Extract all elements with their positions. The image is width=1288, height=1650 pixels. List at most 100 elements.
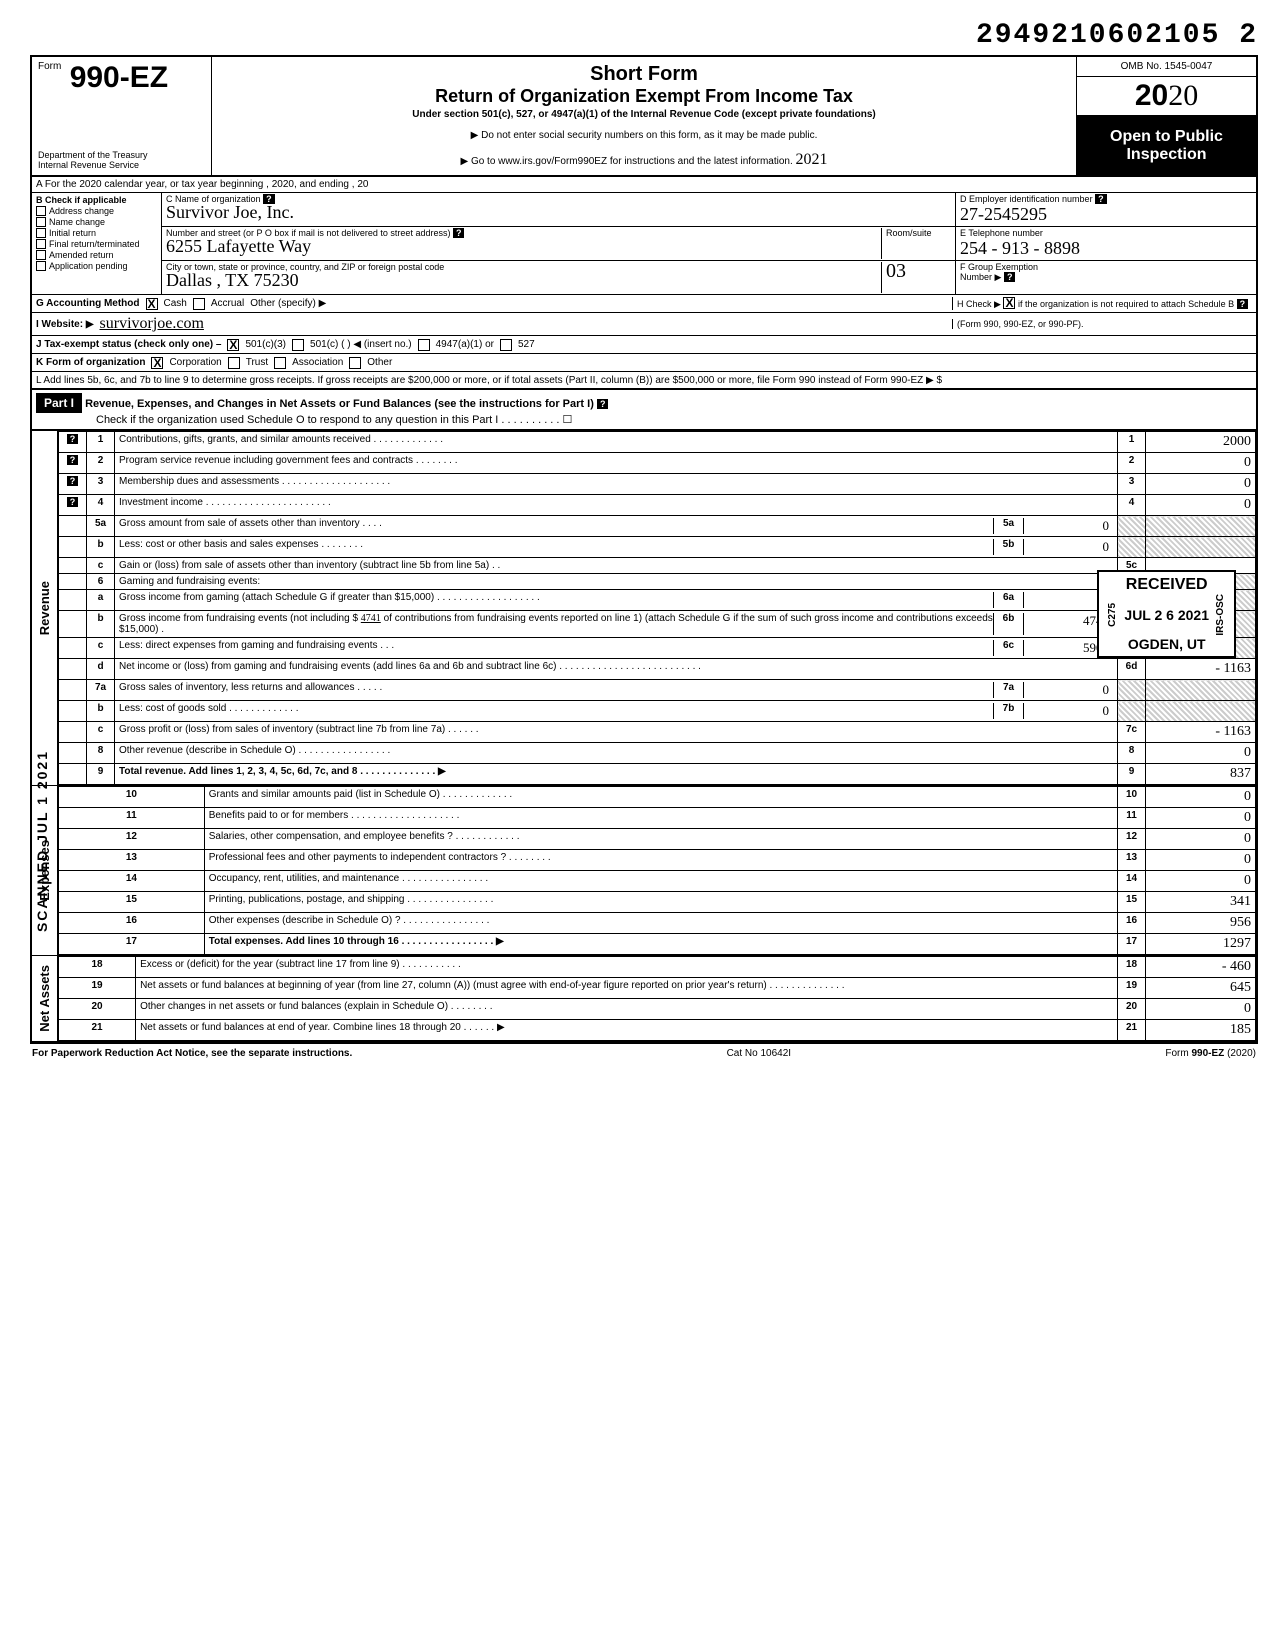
chk-h[interactable]: X (1003, 297, 1015, 309)
form-990ez: Form 990-EZ Department of the Treasury I… (30, 55, 1258, 1043)
stamp-received: RECEIVED (1107, 576, 1226, 594)
line-6: 6Gaming and fundraising events: (59, 574, 1256, 590)
netassets-label: Net Assets (35, 961, 54, 1036)
chk-final-return[interactable]: Final return/terminated (36, 239, 157, 249)
chk-address-change[interactable]: Address change (36, 206, 157, 216)
f-label2: Number ▶ (960, 272, 1001, 282)
chk-label: Final return/terminated (49, 239, 140, 249)
org-city: Dallas , TX 75230 (166, 270, 299, 290)
j-c3: 501(c)(3) (245, 339, 286, 350)
chk-amended[interactable]: Amended return (36, 250, 157, 260)
g-other: Other (specify) ▶ (250, 298, 326, 309)
help-icon[interactable]: ? (1004, 272, 1016, 282)
line-18: 18Excess or (deficit) for the year (subt… (59, 957, 1256, 978)
org-addr: 6255 Lafayette Way (166, 236, 311, 256)
e-val: 254 - 913 - 8898 (960, 238, 1080, 258)
form-prefix: Form (38, 61, 61, 72)
line-a-text: A For the 2020 calendar year, or tax yea… (32, 177, 1256, 192)
open-to-public: Open to Public Inspection (1077, 116, 1256, 175)
chk-label: Initial return (49, 228, 96, 238)
netassets-table: 18Excess or (deficit) for the year (subt… (58, 956, 1256, 1041)
row-g: G Accounting Method X Cash Accrual Other… (32, 295, 1256, 313)
help-icon[interactable]: ? (1237, 299, 1249, 309)
subtitle: Under section 501(c), 527, or 4947(a)(1)… (220, 109, 1068, 120)
stamp-irs: IRS-OSC (1215, 594, 1226, 636)
line-11: 11Benefits paid to or for members . . . … (59, 808, 1256, 829)
part-i-header: Part I Revenue, Expenses, and Changes in… (32, 390, 1256, 430)
line-13: 13Professional fees and other payments t… (59, 850, 1256, 871)
help-icon[interactable]: ? (453, 228, 465, 238)
d-val: 27-2545295 (960, 204, 1047, 224)
form-number: Form 990-EZ (38, 61, 205, 95)
chk-corp[interactable]: X (151, 357, 163, 369)
note-ssn: ▶ Do not enter social security numbers o… (220, 130, 1068, 141)
j-c: 501(c) ( ) ◀ (insert no.) (310, 339, 412, 350)
g-cash: Cash (164, 298, 187, 309)
line-a: A For the 2020 calendar year, or tax yea… (32, 177, 1256, 193)
c-city-row: City or town, state or province, country… (162, 261, 955, 294)
page-footer: For Paperwork Reduction Act Notice, see … (30, 1043, 1258, 1063)
line-5b: bLess: cost or other basis and sales exp… (59, 537, 1256, 558)
line-6d: dNet income or (loss) from gaming and fu… (59, 659, 1256, 680)
d-ein: D Employer identification number ? 27-25… (956, 193, 1256, 227)
line-19: 19Net assets or fund balances at beginni… (59, 978, 1256, 999)
year-20: 20 (1135, 79, 1168, 112)
line-7a: 7aGross sales of inventory, less returns… (59, 680, 1256, 701)
year-suffix: 20 (1168, 79, 1198, 112)
b-heading: B Check if applicable (36, 195, 157, 205)
chk-initial-return[interactable]: Initial return (36, 228, 157, 238)
line-4: ?4Investment income . . . . . . . . . . … (59, 495, 1256, 516)
chk-app-pending[interactable]: Application pending (36, 261, 157, 271)
g-label: G Accounting Method (36, 298, 140, 309)
col-def: D Employer identification number ? 27-25… (956, 193, 1256, 294)
i-website: survivorjoe.com (100, 315, 204, 333)
chk-527[interactable] (500, 339, 512, 351)
chk-label: Amended return (49, 250, 114, 260)
chk-name-change[interactable]: Name change (36, 217, 157, 227)
footer-left: For Paperwork Reduction Act Notice, see … (32, 1048, 352, 1059)
chk-trust[interactable] (228, 357, 240, 369)
tax-year: 2020 (1077, 77, 1256, 116)
help-icon[interactable]: ? (597, 399, 609, 409)
org-name: Survivor Joe, Inc. (166, 202, 294, 222)
col-b: B Check if applicable Address change Nam… (32, 193, 162, 294)
line-21: 21Net assets or fund balances at end of … (59, 1020, 1256, 1041)
part-i-check: Check if the organization used Schedule … (36, 414, 572, 426)
form-number-text: 990-EZ (70, 61, 168, 94)
chk-501c[interactable] (292, 339, 304, 351)
g-accrual: Accrual (211, 298, 244, 309)
note-url-text: ▶ Go to www.irs.gov/Form990EZ for instru… (460, 156, 792, 167)
h-text3: (Form 990, 990-EZ, or 990-PF). (957, 319, 1084, 329)
line-12: 12Salaries, other compensation, and empl… (59, 829, 1256, 850)
revenue-table: ?1Contributions, gifts, grants, and simi… (58, 431, 1256, 785)
k-assoc: Association (292, 357, 343, 368)
row-l: L Add lines 5b, 6c, and 7b to line 9 to … (32, 372, 1256, 390)
line-6a: aGross income from gaming (attach Schedu… (59, 590, 1256, 611)
chk-cash[interactable]: X (146, 298, 158, 310)
chk-other[interactable] (349, 357, 361, 369)
chk-assoc[interactable] (274, 357, 286, 369)
chk-4947[interactable] (418, 339, 430, 351)
f-label: F Group Exemption (960, 262, 1038, 272)
dept-treasury: Department of the Treasury Internal Reve… (38, 151, 205, 171)
h-block: H Check ▶ X if the organization is not r… (952, 297, 1252, 310)
j-a: 4947(a)(1) or (436, 339, 494, 350)
note-url-hand: 2021 (796, 151, 828, 168)
line-9: 9Total revenue. Add lines 1, 2, 3, 4, 5c… (59, 764, 1256, 785)
netassets-section: Net Assets 18Excess or (deficit) for the… (32, 955, 1256, 1041)
scan-id: 2949210602105 2 (30, 20, 1258, 51)
omb-number: OMB No. 1545-0047 (1077, 57, 1256, 77)
line-5a: 5aGross amount from sale of assets other… (59, 516, 1256, 537)
chk-accrual[interactable] (193, 298, 205, 310)
h-block2: (Form 990, 990-EZ, or 990-PF). (952, 319, 1252, 329)
help-icon[interactable]: ? (1095, 194, 1107, 204)
k-corp: Corporation (169, 357, 221, 368)
chk-label: Address change (49, 206, 114, 216)
d-label: D Employer identification number (960, 194, 1093, 204)
h-text2: if the organization is not required to a… (1018, 299, 1234, 309)
e-label: E Telephone number (960, 228, 1043, 238)
e-phone: E Telephone number 254 - 913 - 8898 (956, 227, 1256, 261)
lines-wrapper: RECEIVED C275 JUL 2 6 2021 IRS-OSC OGDEN… (32, 430, 1256, 1041)
k-label: K Form of organization (36, 357, 145, 368)
chk-501c3[interactable]: X (227, 339, 239, 351)
